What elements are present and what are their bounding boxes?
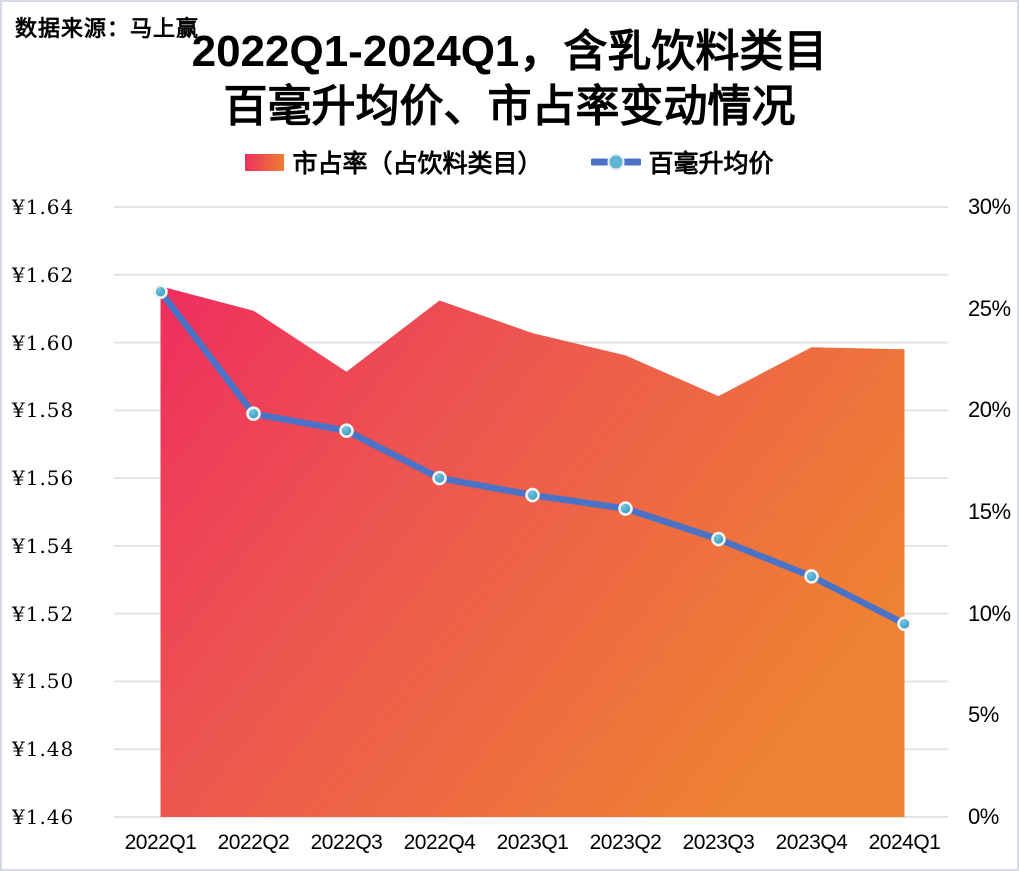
legend-item-market-share: 市占率（占饮料类目） (245, 144, 543, 180)
x-axis-tick: 2023Q3 (682, 831, 755, 854)
data-source-note: 数据来源：马上赢 (15, 16, 200, 42)
x-axis-tick: 2023Q1 (496, 831, 569, 854)
avg-price-point (153, 284, 168, 300)
left-axis-tick: ¥1.46 (12, 805, 75, 829)
legend-item-avg-price: 百毫升均价 (590, 144, 774, 180)
x-axis-tick: 2022Q3 (310, 831, 383, 854)
left-axis-tick: ¥1.48 (12, 737, 75, 762)
left-axis-tick: ¥1.60 (12, 330, 75, 355)
right-axis-tick: 15% (968, 499, 1011, 524)
left-axis-tick: ¥1.54 (12, 533, 75, 558)
x-axis-tick: 2023Q4 (775, 831, 848, 854)
left-axis-tick: ¥1.58 (12, 398, 75, 423)
right-axis-tick: 10% (968, 600, 1011, 626)
right-axis-tick: 25% (968, 295, 1011, 321)
avg-price-point (432, 470, 447, 486)
right-axis-tick: 30% (968, 194, 1011, 219)
left-axis-tick: ¥1.50 (12, 669, 75, 694)
x-axis-tick: 2023Q2 (589, 831, 662, 854)
x-axis-tick: 2022Q2 (217, 831, 290, 854)
left-axis-tick: ¥1.64 (12, 195, 75, 219)
left-axis-tick: ¥1.56 (12, 466, 75, 491)
left-axis-tick: ¥1.62 (12, 262, 75, 287)
avg-price-point (618, 501, 633, 516)
market-share-area (160, 286, 905, 817)
avg-price-point (339, 423, 354, 439)
avg-price-point (525, 487, 540, 503)
right-axis-tick: 5% (968, 702, 999, 728)
area-series-swatch-icon (245, 153, 285, 171)
legend: 市占率（占饮料类目） 百毫升均价 (2, 143, 1017, 181)
chart-title-line1: 2022Q1-2024Q1，含乳饮料类目 (191, 27, 828, 76)
left-axis-tick: ¥1.52 (12, 601, 75, 626)
avg-price-point (711, 531, 726, 547)
chart-title: 2022Q1-2024Q1，含乳饮料类目 百毫升均价、市占率变动情况 (2, 24, 1017, 134)
x-axis-tick: 2022Q1 (124, 831, 197, 854)
avg-price-point (246, 406, 261, 422)
series-layer (153, 284, 912, 817)
legend-label-avg-price: 百毫升均价 (648, 150, 774, 178)
avg-price-point (804, 569, 819, 584)
chart-title-line2: 百毫升均价、市占率变动情况 (223, 82, 796, 131)
legend-label-market-share: 市占率（占饮料类目） (292, 150, 543, 178)
x-axis-tick: 2024Q1 (868, 831, 941, 854)
x-axis-tick: 2022Q4 (403, 831, 476, 854)
right-axis-tick: 20% (968, 397, 1011, 423)
avg-price-point (897, 616, 912, 632)
line-series-swatch-icon (590, 153, 641, 171)
right-axis-tick: 0% (968, 804, 999, 829)
